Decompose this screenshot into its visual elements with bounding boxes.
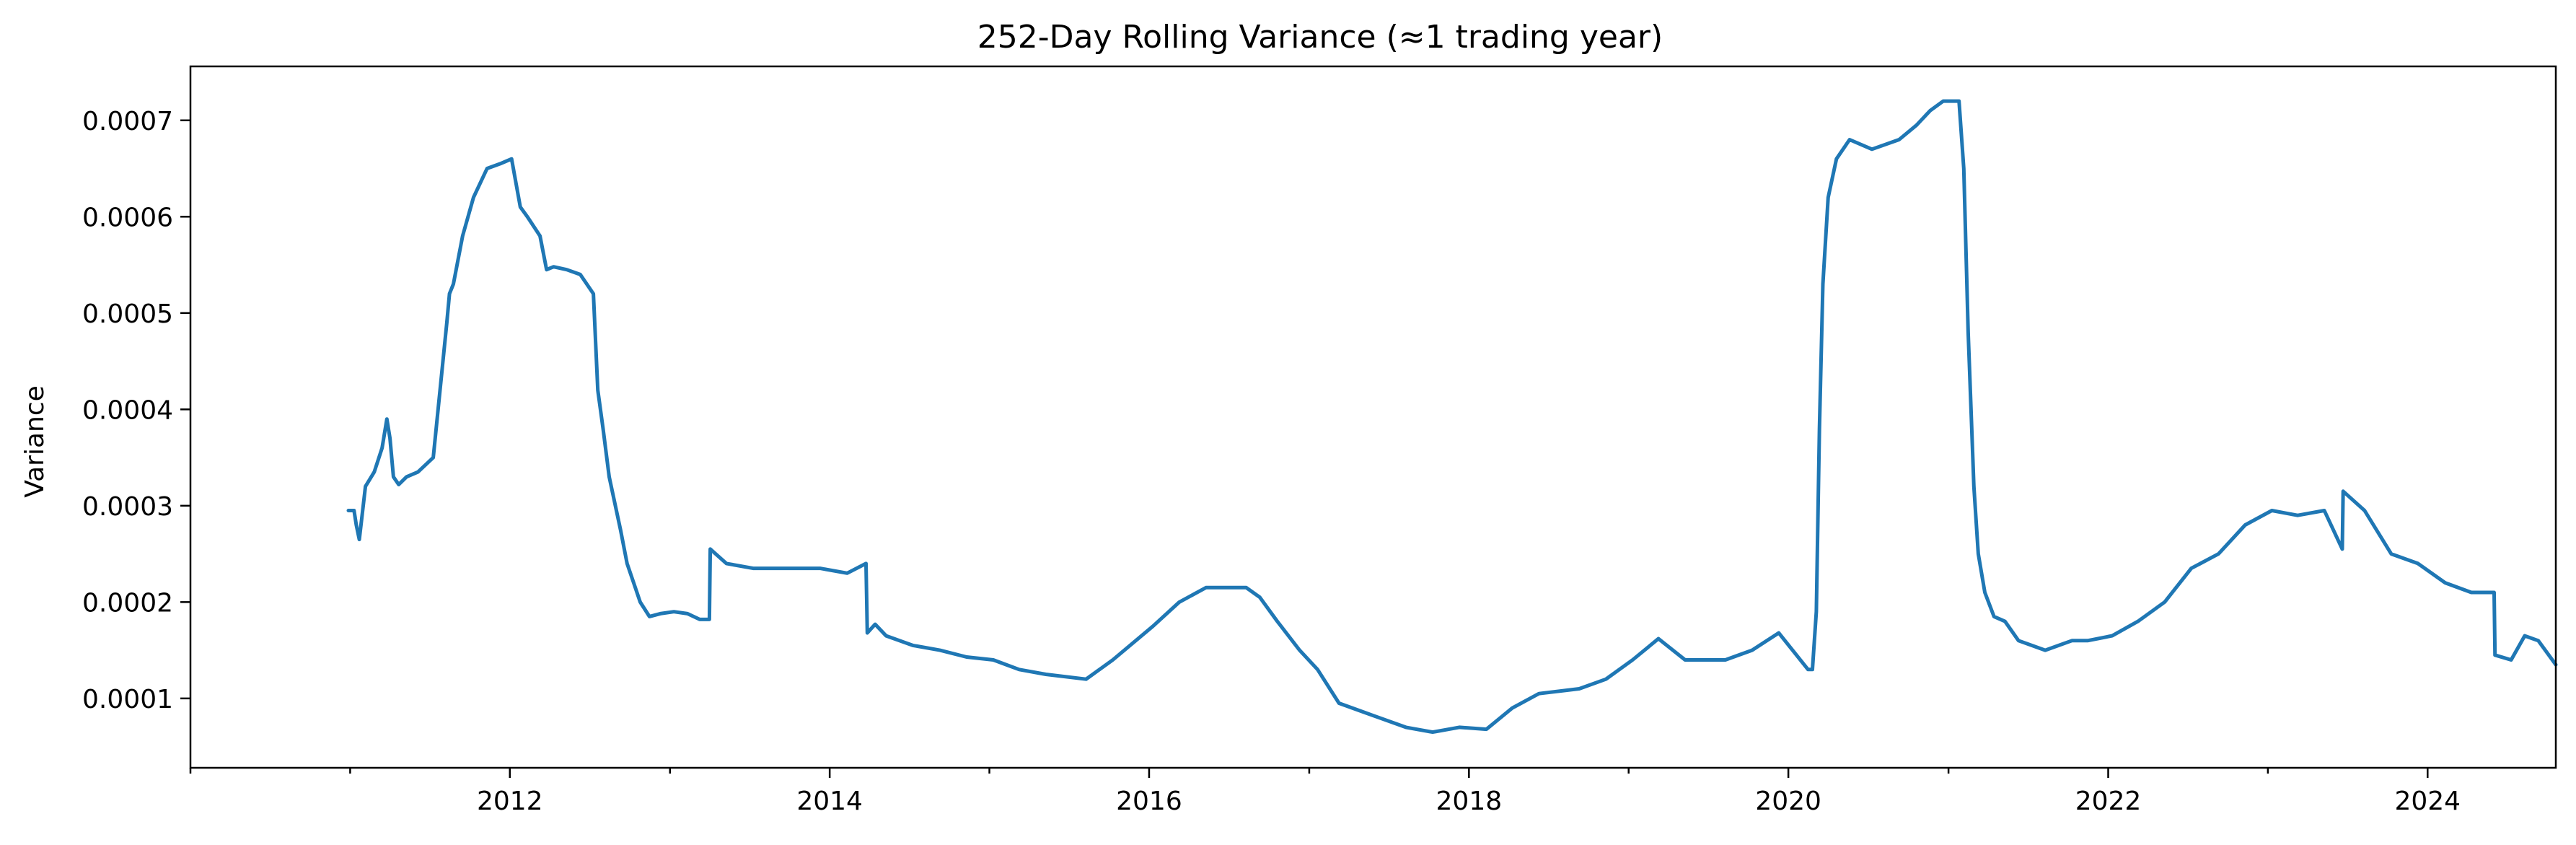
y-tick-label: 0.0005 xyxy=(82,299,173,329)
y-tick-label: 0.0001 xyxy=(82,685,173,714)
x-tick-label: 2012 xyxy=(477,787,543,816)
y-tick-label: 0.0006 xyxy=(82,203,173,232)
y-tick-label: 0.0007 xyxy=(82,107,173,136)
chart-title: 252-Day Rolling Variance (≈1 trading yea… xyxy=(977,19,1663,56)
y-axis-label: Variance xyxy=(20,385,50,498)
variance-series-line xyxy=(346,99,2558,735)
x-tick-label: 2022 xyxy=(2075,787,2142,816)
x-tick-label: 2018 xyxy=(1436,787,1503,816)
x-axis-ticks: 2012 2014 2016 2018 2020 2022 2024 xyxy=(189,768,2461,816)
y-tick-label: 0.0003 xyxy=(82,492,173,522)
y-tick-label: 0.0004 xyxy=(82,395,173,425)
x-tick-label: 2024 xyxy=(2394,787,2461,816)
x-tick-label: 2020 xyxy=(1755,787,1821,816)
x-tick-label: 2016 xyxy=(1116,787,1182,816)
y-tick-label: 0.0002 xyxy=(82,588,173,618)
y-axis-ticks: 0.0001 0.0002 0.0003 0.0004 0.0005 0.0006 0.00… xyxy=(82,107,190,714)
x-tick-label: 2014 xyxy=(796,787,863,816)
plot-area-frame xyxy=(189,65,2557,769)
